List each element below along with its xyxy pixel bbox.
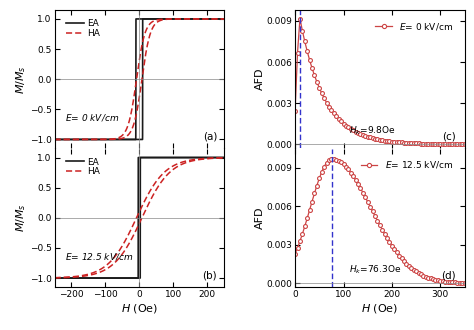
Legend: EA, HA: EA, HA	[64, 156, 102, 178]
HA	[218, 156, 223, 160]
Text: $H_k$=9.8Oe: $H_k$=9.8Oe	[349, 125, 396, 137]
HA	[200, 17, 205, 21]
Legend: $E$= 0 kV/cm: $E$= 0 kV/cm	[372, 17, 456, 35]
Y-axis label: AFD: AFD	[255, 68, 265, 90]
HA	[117, 256, 122, 260]
EA	[71, 138, 77, 142]
Y-axis label: AFD: AFD	[255, 207, 265, 229]
EA	[71, 276, 77, 280]
HA	[200, 157, 205, 161]
EA	[81, 276, 87, 280]
EA	[200, 17, 205, 21]
EA	[117, 138, 122, 142]
Line: EA: EA	[55, 19, 224, 140]
HA	[71, 275, 77, 279]
Line: EA: EA	[55, 157, 224, 278]
Text: $E$= 12.5 kV/cm: $E$= 12.5 kV/cm	[64, 251, 133, 262]
HA	[218, 17, 223, 21]
EA	[52, 276, 57, 280]
X-axis label: $H$ (Oe): $H$ (Oe)	[361, 302, 399, 315]
HA	[221, 156, 227, 160]
Line: HA: HA	[55, 158, 224, 278]
EA	[137, 155, 143, 159]
HA	[81, 138, 87, 142]
EA	[200, 155, 205, 159]
HA	[71, 138, 77, 142]
HA	[124, 245, 130, 249]
EA	[117, 276, 122, 280]
EA	[218, 17, 224, 21]
EA	[52, 138, 57, 142]
Legend: $E$= 12.5 kV/cm: $E$= 12.5 kV/cm	[357, 156, 456, 174]
Y-axis label: $M/M_s$: $M/M_s$	[15, 203, 28, 232]
Text: (b): (b)	[202, 270, 217, 280]
Text: $E$= 0 kV/cm: $E$= 0 kV/cm	[64, 113, 119, 123]
EA	[140, 17, 146, 21]
HA	[221, 17, 227, 21]
EA	[124, 276, 130, 280]
HA	[52, 138, 57, 142]
Text: (a): (a)	[203, 132, 217, 142]
Legend: EA, HA: EA, HA	[64, 17, 102, 40]
EA	[218, 155, 224, 159]
HA	[124, 134, 130, 138]
HA	[117, 137, 122, 141]
EA	[221, 155, 227, 159]
HA	[52, 276, 57, 280]
HA	[81, 274, 87, 278]
Text: $H_k$=76.3Oe: $H_k$=76.3Oe	[349, 264, 402, 276]
EA	[221, 17, 227, 21]
EA	[81, 138, 87, 142]
Text: (d): (d)	[441, 270, 456, 280]
Text: (c): (c)	[442, 132, 456, 142]
X-axis label: $H$ (Oe): $H$ (Oe)	[120, 302, 158, 315]
Y-axis label: $M/M_s$: $M/M_s$	[15, 65, 28, 94]
EA	[124, 138, 130, 142]
Line: HA: HA	[55, 19, 224, 140]
